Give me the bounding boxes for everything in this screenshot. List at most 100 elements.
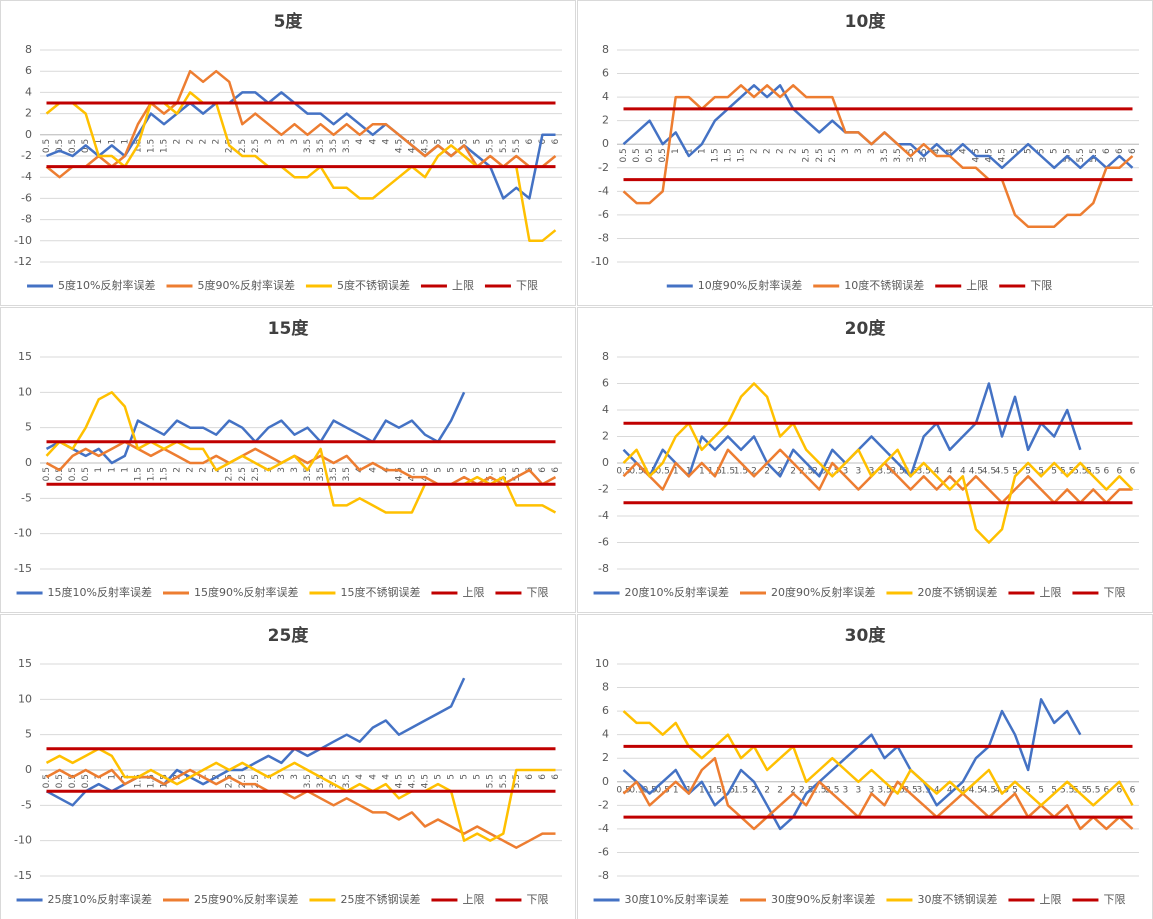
x-tick-label: 3: [856, 785, 862, 795]
x-tick-label: 4.5: [982, 467, 996, 477]
x-tick-label: 4: [934, 467, 940, 477]
x-tick-label: 1.5: [734, 467, 748, 477]
x-tick-label: 0.5: [68, 467, 78, 481]
x-tick-label: 3.5: [316, 774, 326, 788]
x-tick-label: 1: [686, 785, 692, 795]
x-tick-label: 5.5: [486, 774, 496, 788]
y-tick-label: -15: [14, 869, 32, 882]
x-tick-label: 5: [1025, 467, 1031, 477]
legend-label: 上限: [966, 279, 988, 292]
x-tick-label: 5.5: [1060, 785, 1074, 795]
x-tick-label: 4: [355, 774, 365, 780]
x-tick-label: 5: [1011, 148, 1021, 154]
x-tick-label: 5: [1051, 467, 1057, 477]
x-tick-label: 0.5: [42, 139, 52, 153]
x-tick-label: 3: [277, 467, 287, 473]
x-tick-label: 1: [107, 139, 117, 145]
legend-label: 30度90%反射率误差: [771, 892, 875, 906]
x-tick-label: 2: [199, 467, 209, 473]
y-tick-label: -10: [14, 234, 32, 247]
x-tick-label: 2.5: [825, 467, 839, 477]
x-tick-label: 5: [1025, 785, 1031, 795]
x-tick-label: 6: [538, 139, 548, 145]
x-tick-label: 2.5: [802, 148, 812, 162]
legend-label: 5度不锈钢误差: [337, 278, 410, 292]
panel-frame: [577, 0, 1153, 306]
x-tick-label: 6: [1104, 467, 1110, 477]
x-tick-label: 0.5: [55, 774, 65, 788]
x-tick-label: 1.5: [736, 148, 746, 162]
x-tick-label: 5.5: [499, 139, 509, 153]
y-tick-label: -2: [598, 161, 609, 174]
series-line: [46, 91, 556, 200]
y-tick-label: 4: [25, 85, 32, 98]
x-tick-label: 6: [525, 774, 535, 780]
x-tick-label: 5: [1038, 785, 1044, 795]
x-tick-label: 6: [1130, 785, 1136, 795]
x-tick-label: 0.5: [619, 148, 629, 162]
legend-label: 20度不锈钢误差: [917, 585, 997, 599]
x-tick-label: 4.5: [394, 774, 404, 788]
legend-label: 下限: [526, 586, 548, 599]
x-tick-label: 4: [355, 139, 365, 145]
x-tick-label: 2: [173, 467, 183, 473]
x-tick-label: 4.5: [394, 467, 404, 481]
x-tick-label: 6: [538, 467, 548, 473]
x-tick-label: 1.5: [159, 774, 169, 788]
x-tick-label: 0.5: [658, 148, 668, 162]
legend-label: 下限: [1030, 279, 1052, 292]
series-line: [45, 69, 557, 179]
x-tick-label: 4.5: [407, 774, 417, 788]
x-tick-label: 3: [869, 785, 875, 795]
x-tick-label: 5.5: [1073, 467, 1087, 477]
x-tick-label: 0.5: [632, 148, 642, 162]
x-tick-label: 3: [290, 139, 300, 145]
x-tick-label: 4: [960, 467, 966, 477]
y-tick-label: -10: [14, 527, 32, 540]
y-tick-label: -6: [598, 536, 609, 549]
x-tick-label: 2: [751, 467, 757, 477]
y-tick-label: -6: [598, 208, 609, 221]
x-tick-label: 1.5: [133, 467, 143, 481]
x-tick-label: 5: [447, 139, 457, 145]
x-tick-label: 3: [264, 139, 274, 145]
x-tick-label: 6: [1115, 148, 1125, 154]
x-tick-label: 5: [447, 774, 457, 780]
x-tick-label: 5: [1051, 785, 1057, 795]
x-tick-label: 0.5: [81, 774, 91, 788]
x-tick-label: 5: [460, 139, 470, 145]
x-tick-label: 6: [1117, 785, 1123, 795]
x-tick-label: 4: [368, 774, 378, 780]
x-tick-label: 5: [434, 774, 444, 780]
x-tick-label: 4: [368, 467, 378, 473]
chart-title: 10度: [845, 11, 887, 32]
series-line: [45, 768, 556, 849]
x-tick-label: 4: [958, 148, 968, 154]
x-tick-label: 5: [434, 139, 444, 145]
x-tick-label: 2: [776, 148, 786, 154]
x-tick-label: 1.5: [708, 467, 722, 477]
legend-label: 5度10%反射率误差: [58, 278, 155, 292]
x-tick-label: 1.5: [708, 785, 722, 795]
x-tick-label: 3.5: [316, 467, 326, 481]
y-tick-label: 0: [602, 137, 609, 150]
legend-label: 10度90%反射率误差: [698, 278, 802, 292]
legend-label: 下限: [1103, 893, 1125, 906]
x-tick-label: 1: [684, 148, 694, 154]
y-tick-label: -4: [598, 184, 609, 197]
series-line: [622, 710, 1134, 807]
x-tick-label: 5.5: [499, 467, 509, 481]
y-tick-label: -8: [598, 869, 609, 882]
x-tick-label: 2.5: [799, 785, 813, 795]
x-tick-label: 5.5: [512, 139, 522, 153]
x-tick-label: 2.5: [238, 139, 248, 153]
x-tick-label: 3: [841, 148, 851, 154]
y-tick-label: 8: [602, 350, 609, 363]
x-tick-label: 0.5: [55, 139, 65, 153]
x-tick-label: 1.5: [146, 774, 156, 788]
x-tick-label: 2.5: [251, 139, 261, 153]
x-tick-label: 6: [538, 774, 548, 780]
x-tick-label: 0.5: [642, 785, 656, 795]
x-tick-label: 2.5: [225, 774, 235, 788]
